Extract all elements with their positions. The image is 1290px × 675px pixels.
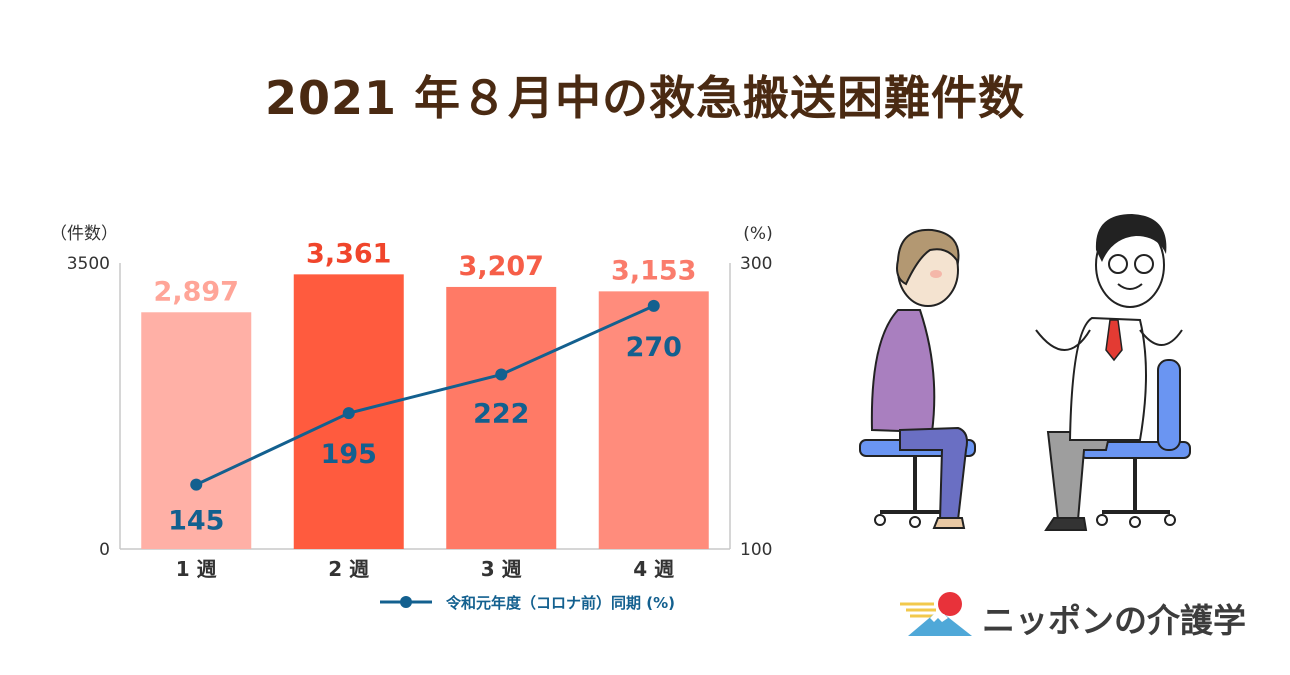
legend-label: 令和元年度（コロナ前）同期 (%) bbox=[446, 594, 675, 612]
y-tick-right: 300 bbox=[740, 254, 772, 274]
line-value-label: 270 bbox=[626, 332, 682, 363]
x-tick-label: 3 週 bbox=[481, 557, 522, 581]
bar bbox=[446, 286, 557, 549]
chart: （件数） (%) 3500 0 300 100 2,897 1 週 3,361 2 週 3,207 3… bbox=[50, 224, 773, 612]
mount-fuji-logo-icon bbox=[900, 592, 972, 636]
brand-name: ニッポンの介護学 bbox=[982, 601, 1246, 640]
bar-value-label: 2,897 bbox=[154, 276, 239, 307]
line-point bbox=[495, 368, 508, 381]
x-tick-label: 4 週 bbox=[633, 557, 674, 581]
line-value-label: 145 bbox=[168, 506, 224, 537]
line-value-label: 195 bbox=[321, 439, 377, 470]
bar-value-label: 3,207 bbox=[459, 251, 544, 282]
line-point bbox=[342, 407, 355, 420]
line-point bbox=[647, 299, 660, 312]
brand-logo: ニッポンの介護学 bbox=[900, 590, 1260, 640]
doctor-patient-illustration bbox=[859, 214, 1191, 531]
y-axis-left-title: （件数） bbox=[50, 224, 118, 244]
woman-figure bbox=[859, 228, 976, 529]
bar-value-label: 3,153 bbox=[611, 255, 696, 286]
bar-value-label: 3,361 bbox=[306, 238, 391, 269]
bar bbox=[598, 291, 709, 549]
legend-marker bbox=[400, 596, 412, 608]
y-axis-right-title: (%) bbox=[743, 224, 772, 244]
line-point bbox=[190, 478, 203, 491]
line-series bbox=[195, 304, 655, 487]
y-tick-left: 3500 bbox=[67, 254, 110, 274]
bar bbox=[141, 312, 252, 549]
doctor-figure bbox=[1035, 214, 1191, 531]
y-tick-left: 0 bbox=[99, 540, 110, 560]
x-tick-label: 2 週 bbox=[328, 557, 369, 581]
y-tick-right: 100 bbox=[740, 540, 772, 560]
chart-title: 2021 年８月中の救急搬送困難件数 bbox=[264, 71, 1026, 125]
x-tick-label: 1 週 bbox=[176, 557, 217, 581]
line-value-label: 222 bbox=[473, 399, 529, 430]
